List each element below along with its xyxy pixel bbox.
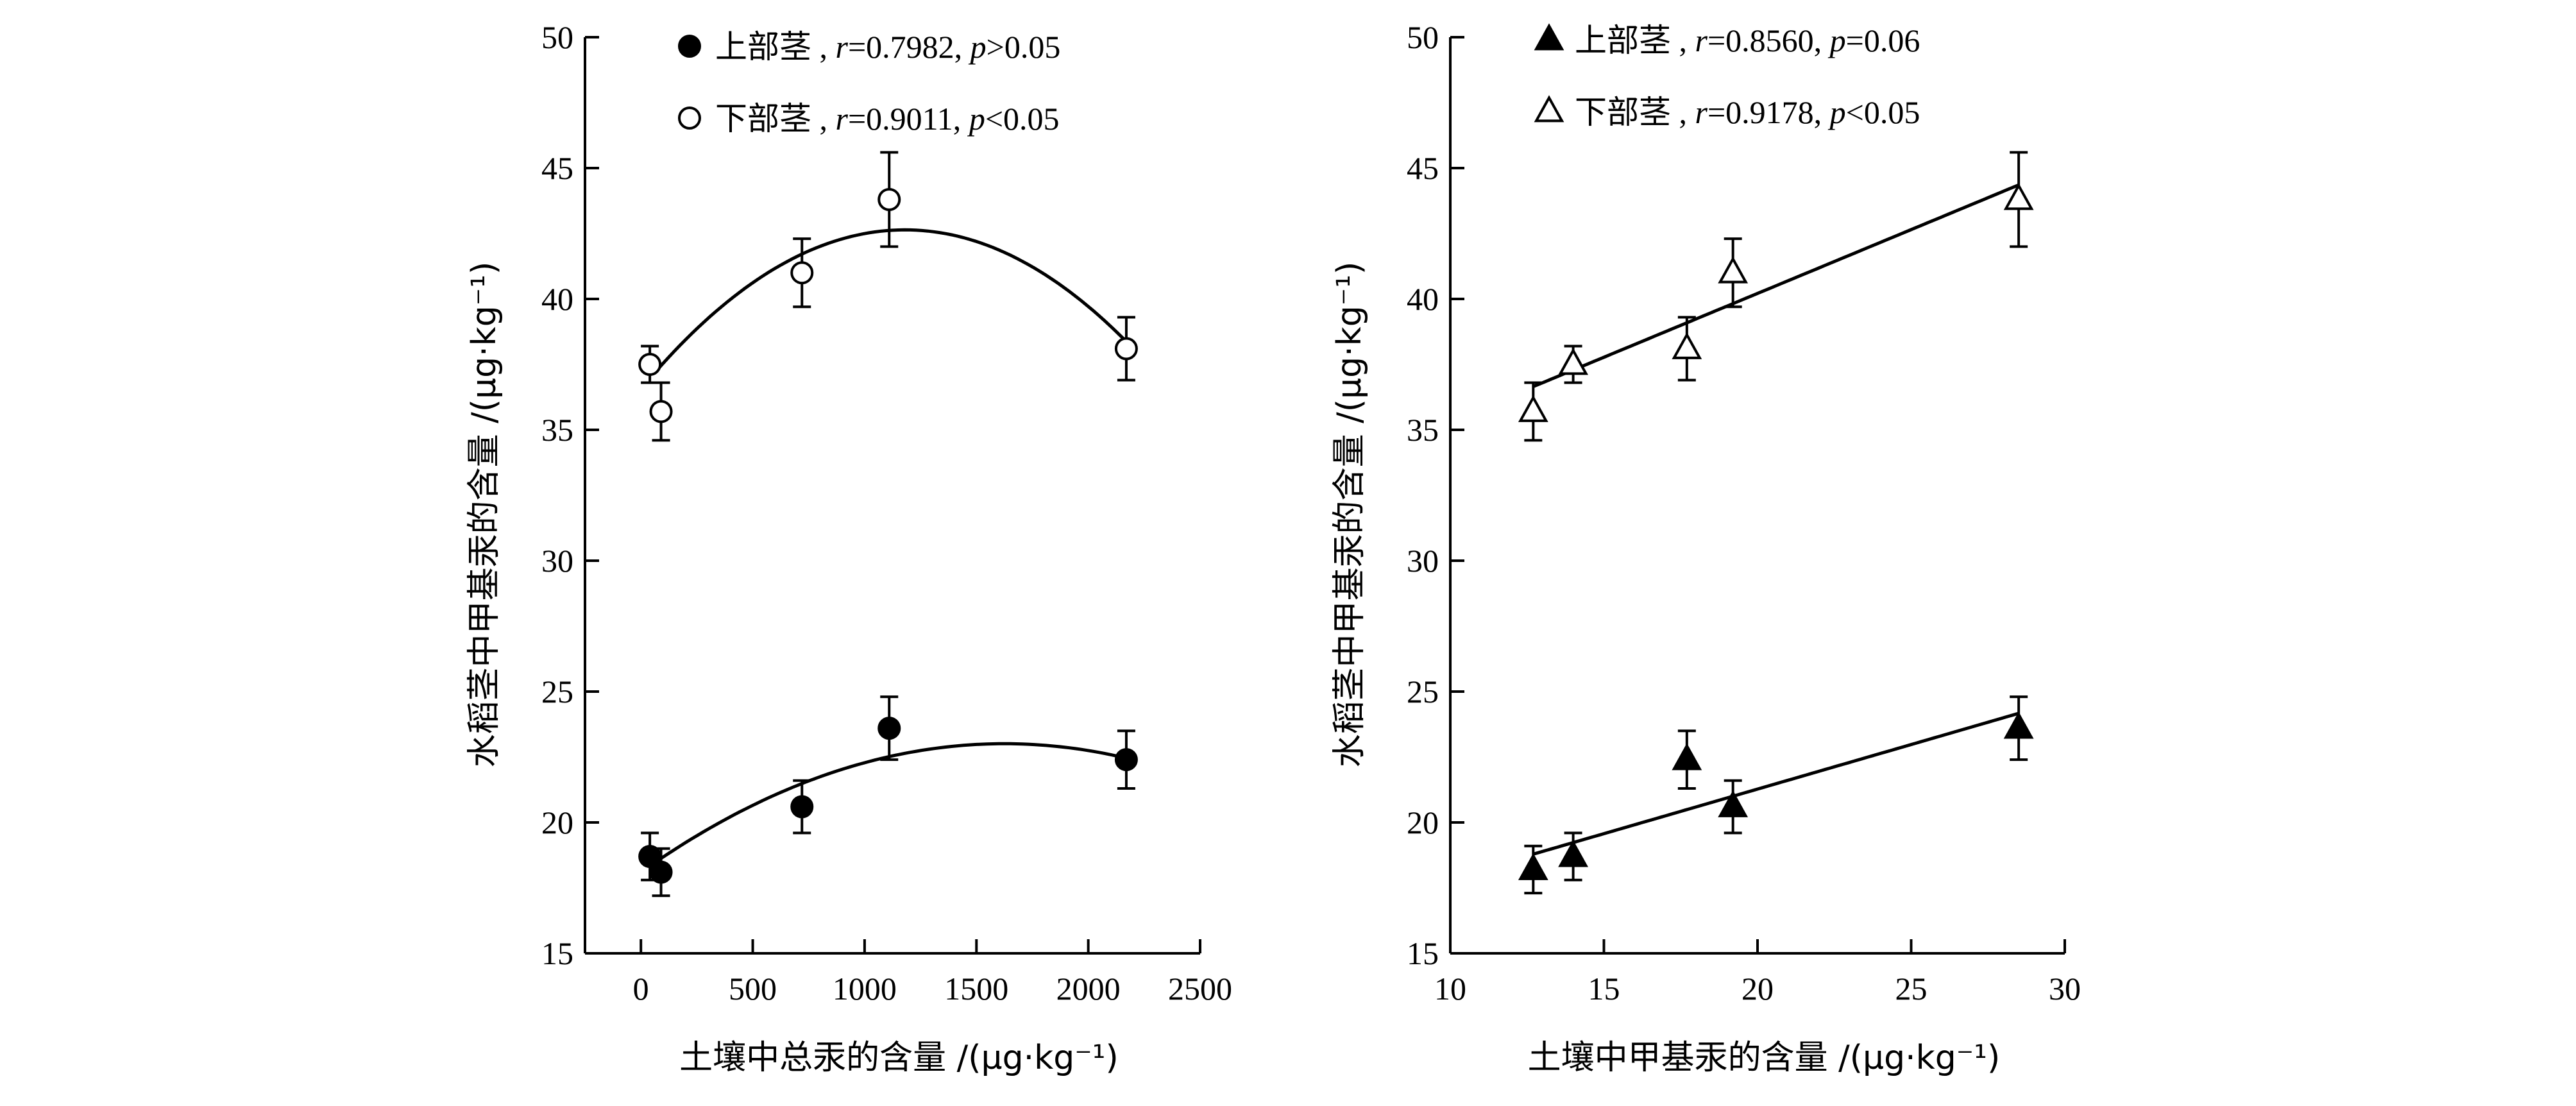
legend-separator: ,: [1671, 94, 1695, 130]
legend-p-label: p: [1828, 94, 1846, 130]
y-tick-label: 25: [1407, 674, 1439, 710]
data-point: [1672, 743, 1702, 770]
data-point: [1114, 748, 1138, 772]
x-tick-label: 10: [1434, 971, 1466, 1007]
y-tick-label: 50: [541, 19, 573, 55]
data-point: [1718, 256, 1749, 284]
y-tick-label: 35: [1407, 412, 1439, 448]
legend-r-label: r: [836, 29, 849, 65]
legend-p-value: <0.05: [985, 101, 1060, 137]
legend-label: 上部茎 , r=0.8560, p=0.06: [1575, 22, 1920, 59]
series-1: 上部茎 , r=0.7982, p>0.05: [638, 28, 1138, 898]
data-point: [1672, 332, 1702, 359]
legend-label: 下部茎 , r=0.9178, p<0.05: [1575, 94, 1920, 131]
data-point: [2003, 183, 2034, 210]
y-axis-title: 水稻茎中甲基汞的含量 /(μg·kg⁻¹): [465, 262, 504, 768]
x-tick-label: 25: [1895, 971, 1928, 1007]
data-point: [790, 795, 814, 819]
legend-separator: ,: [1671, 22, 1695, 58]
legend-marker: [1534, 95, 1564, 123]
y-tick-label: 45: [541, 150, 573, 186]
data-point: [638, 353, 662, 376]
fit-line: [655, 228, 1130, 372]
data-point: [1558, 840, 1588, 867]
legend-r-label: r: [1695, 94, 1708, 130]
data-point: [877, 187, 901, 211]
legend-series-name: 上部茎: [1575, 22, 1671, 59]
legend-marker: [678, 106, 701, 130]
x-tick-label: 30: [2049, 971, 2081, 1007]
y-tick-label: 25: [541, 674, 573, 710]
legend-p-label: p: [1828, 22, 1846, 58]
data-point: [1114, 337, 1138, 361]
x-tick-label: 2000: [1056, 971, 1121, 1007]
y-tick-label: 15: [1407, 935, 1439, 971]
x-tick-label: 1500: [944, 971, 1008, 1007]
x-tick-label: 2500: [1168, 971, 1232, 1007]
legend-r-label: r: [836, 101, 849, 137]
data-point: [1518, 853, 1548, 880]
x-tick-label: 0: [633, 971, 649, 1007]
data-point: [1558, 348, 1588, 375]
series-2: 下部茎 , r=0.9011, p<0.05: [638, 100, 1138, 442]
legend-marker: [1534, 23, 1564, 51]
y-tick-label: 40: [541, 281, 573, 317]
data-point: [1518, 395, 1548, 422]
x-tick-label: 1000: [833, 971, 897, 1007]
data-point: [877, 717, 901, 740]
data-point: [649, 400, 673, 423]
y-tick-label: 30: [541, 543, 573, 579]
y-tick-label: 45: [1407, 150, 1439, 186]
data-point: [2003, 711, 2034, 739]
x-tick-label: 20: [1741, 971, 1774, 1007]
y-tick-label: 15: [541, 935, 573, 971]
legend-separator: ,: [811, 29, 836, 65]
legend-r-label: r: [1695, 22, 1708, 58]
legend-series-name: 下部茎: [715, 100, 811, 137]
fit-line: [1532, 711, 2019, 856]
legend-series-name: 下部茎: [1575, 94, 1671, 131]
y-tick-label: 40: [1407, 281, 1439, 317]
data-point: [649, 860, 673, 884]
x-axis-title: 土壤中总汞的含量 /(μg·kg⁻¹): [679, 1039, 1119, 1077]
x-tick-label: 500: [729, 971, 777, 1007]
fit-line: [1532, 183, 2020, 388]
legend-p-value: =0.06: [1846, 22, 1920, 58]
y-tick-label: 20: [541, 804, 573, 840]
legend-separator: ,: [811, 101, 836, 137]
y-axis-title: 水稻茎中甲基汞的含量 /(μg·kg⁻¹): [1330, 262, 1369, 768]
y-tick-label: 30: [1407, 543, 1439, 579]
legend-series-name: 上部茎: [715, 28, 811, 65]
legend-label: 下部茎 , r=0.9011, p<0.05: [715, 100, 1060, 137]
legend-r-value: =0.9178,: [1707, 94, 1830, 130]
x-axis-title: 土壤中甲基汞的含量 /(μg·kg⁻¹): [1528, 1039, 2001, 1077]
y-tick-label: 35: [541, 412, 573, 448]
y-tick-label: 20: [1407, 804, 1439, 840]
legend-r-value: =0.9011,: [848, 101, 969, 137]
data-point: [1718, 790, 1749, 817]
data-point: [790, 261, 814, 285]
legend-r-value: =0.8560,: [1707, 22, 1830, 58]
series-1: 上部茎 , r=0.8560, p=0.06: [1518, 22, 2034, 895]
legend-label: 上部茎 , r=0.7982, p>0.05: [715, 28, 1060, 65]
legend-r-value: =0.7982,: [848, 29, 970, 65]
fit-line: [656, 742, 1129, 863]
legend-p-label: p: [969, 29, 987, 65]
x-tick-label: 15: [1588, 971, 1620, 1007]
legend-p-value: >0.05: [987, 29, 1061, 65]
legend-p-label: p: [967, 101, 985, 137]
y-tick-label: 50: [1407, 19, 1439, 55]
series-2: 下部茎 , r=0.9178, p<0.05: [1518, 94, 2034, 442]
legend-p-value: <0.05: [1846, 94, 1920, 130]
legend-marker: [678, 35, 701, 58]
